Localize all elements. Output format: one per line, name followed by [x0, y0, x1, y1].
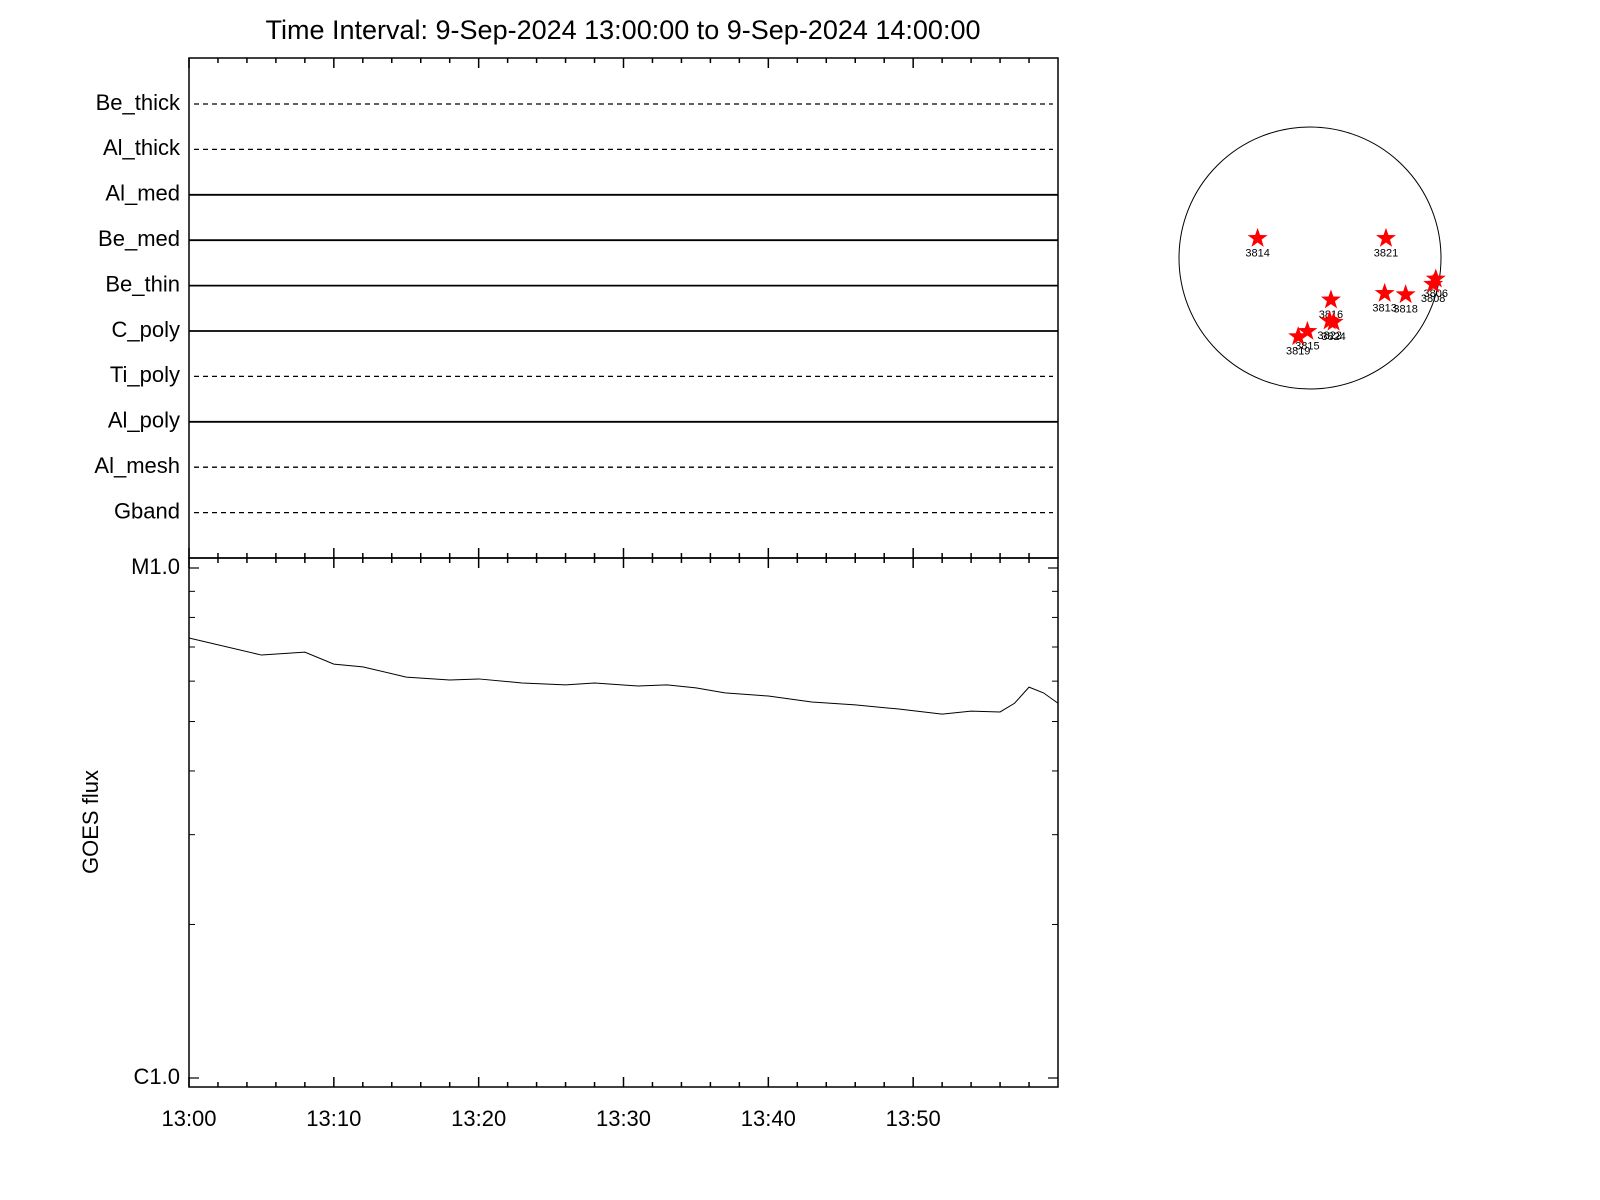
region-marker — [1297, 320, 1318, 340]
filter-label: C_poly — [112, 317, 180, 342]
region-label: 3819 — [1286, 346, 1310, 358]
region-label: 3815 — [1295, 340, 1319, 352]
filter-label: Gband — [114, 498, 180, 523]
filter-label: Al_poly — [108, 408, 180, 433]
filter-panel-frame — [188, 57, 1059, 559]
x-tick-label: 13:40 — [741, 1106, 796, 1131]
region-marker — [1425, 268, 1446, 288]
region-label: 3806 — [1424, 288, 1448, 300]
region-marker — [1374, 282, 1395, 302]
region-label: 3818 — [1393, 304, 1417, 316]
region-marker — [1323, 311, 1344, 331]
filter-label: Be_thin — [105, 271, 180, 296]
x-tick-label: 13:10 — [306, 1106, 361, 1131]
filter-label: Be_med — [98, 226, 180, 251]
region-label: 3821 — [1374, 247, 1398, 259]
region-label: 3822 — [1317, 330, 1341, 342]
region-marker — [1375, 227, 1396, 247]
filter-label: Al_med — [105, 181, 180, 206]
x-tick-label: 13:00 — [161, 1106, 216, 1131]
region-marker — [1395, 284, 1416, 304]
filter-label: Ti_poly — [110, 362, 180, 387]
filter-label: Be_thick — [96, 90, 181, 115]
x-tick-label: 13:20 — [451, 1106, 506, 1131]
goes-flux-line — [188, 637, 1059, 715]
x-tick-label: 13:50 — [886, 1106, 941, 1131]
region-label: 3824 — [1321, 331, 1345, 343]
region-marker — [1288, 326, 1309, 346]
region-marker — [1247, 227, 1268, 247]
chart-title: Time Interval: 9-Sep-2024 13:00:00 to 9-… — [266, 15, 981, 45]
region-marker — [1320, 289, 1341, 309]
filter-label: Al_thick — [103, 135, 181, 160]
region-label: 3813 — [1372, 302, 1396, 314]
y-tick-label: M1.0 — [131, 554, 180, 579]
filter-label: Al_mesh — [94, 453, 180, 478]
region-marker — [1423, 273, 1444, 293]
region-label: 3808 — [1421, 293, 1445, 305]
region-label: 3814 — [1245, 247, 1269, 259]
solar-disk — [1178, 126, 1442, 390]
y-axis-label: GOES flux — [78, 770, 103, 874]
y-tick-label: C1.0 — [134, 1064, 180, 1089]
goes-panel-frame — [188, 557, 1059, 1088]
x-tick-label: 13:30 — [596, 1106, 651, 1131]
